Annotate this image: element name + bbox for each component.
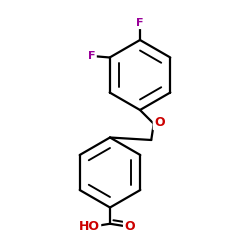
Text: O: O [124, 220, 135, 233]
Text: F: F [88, 51, 96, 61]
Text: O: O [154, 116, 164, 129]
Text: F: F [136, 18, 144, 28]
Text: HO: HO [79, 220, 100, 233]
